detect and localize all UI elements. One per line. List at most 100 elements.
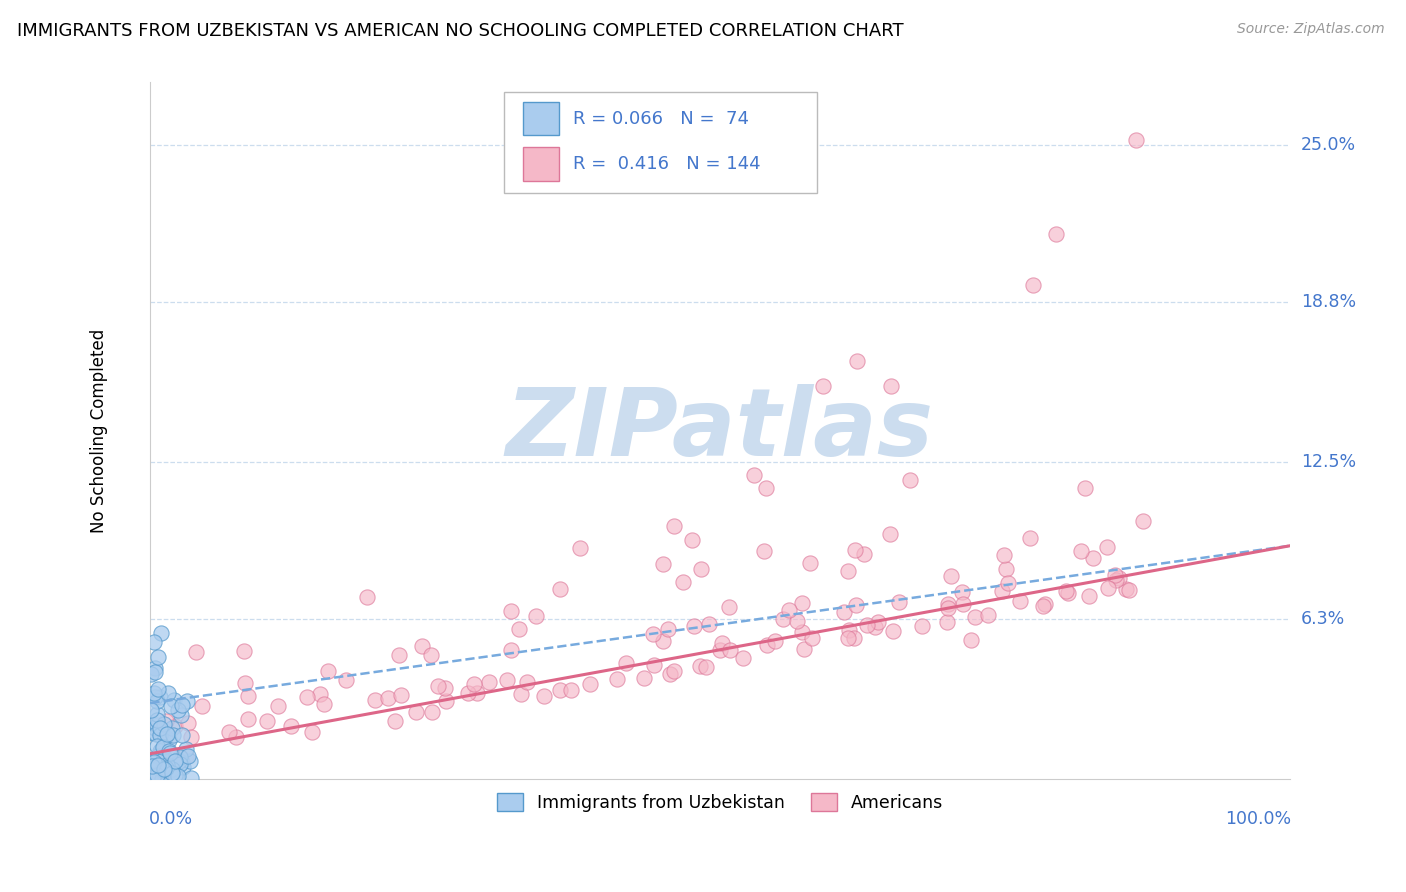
Point — [717, 599, 740, 614]
Point — [463, 677, 485, 691]
Point — [990, 583, 1012, 598]
Point — [672, 574, 695, 589]
Point — [939, 569, 962, 583]
Point — [755, 638, 778, 652]
Point — [145, 727, 167, 741]
Point — [377, 690, 399, 705]
Point — [176, 694, 198, 708]
Point — [177, 749, 200, 764]
Point — [426, 679, 449, 693]
Point — [236, 689, 259, 703]
Point — [1108, 571, 1130, 585]
Point — [150, 743, 173, 757]
Point — [169, 750, 191, 764]
Point — [256, 714, 278, 728]
Point — [742, 467, 765, 482]
Point — [959, 632, 981, 647]
Point — [963, 610, 986, 624]
Text: 12.5%: 12.5% — [1301, 453, 1355, 471]
Point — [143, 767, 166, 781]
Point — [643, 657, 665, 672]
Point — [176, 749, 198, 764]
Point — [664, 518, 686, 533]
Text: 18.8%: 18.8% — [1301, 293, 1355, 311]
Point — [1054, 584, 1077, 599]
Point — [280, 719, 302, 733]
Text: 25.0%: 25.0% — [1301, 136, 1355, 154]
Point — [233, 644, 256, 658]
Bar — [523, 147, 560, 180]
Point — [420, 706, 443, 720]
Point — [143, 721, 166, 735]
Point — [457, 686, 479, 700]
Point — [149, 728, 172, 742]
Point — [146, 757, 169, 772]
Point — [169, 757, 191, 772]
Point — [160, 721, 183, 735]
Point — [568, 541, 591, 556]
FancyBboxPatch shape — [503, 93, 817, 194]
Point — [157, 732, 180, 747]
Point — [172, 698, 194, 713]
Point — [496, 673, 519, 687]
Point — [842, 631, 865, 645]
Point — [709, 643, 731, 657]
Point — [218, 724, 240, 739]
Point — [149, 626, 172, 640]
Point — [159, 746, 181, 760]
Point — [143, 665, 166, 679]
Point — [838, 624, 860, 638]
Point — [880, 379, 903, 393]
Point — [1104, 568, 1126, 582]
Point — [633, 671, 655, 685]
Point — [141, 759, 163, 773]
Point — [142, 726, 165, 740]
Point — [1118, 582, 1140, 597]
Point — [180, 771, 202, 785]
Point — [139, 703, 162, 717]
Point — [681, 533, 703, 547]
Point — [882, 624, 904, 639]
Point — [156, 685, 179, 699]
Point — [731, 650, 754, 665]
Point — [844, 542, 866, 557]
Point — [936, 615, 959, 630]
Point — [155, 761, 177, 775]
Point — [977, 608, 1000, 623]
Point — [1095, 540, 1118, 554]
Point — [165, 768, 187, 782]
Point — [752, 543, 775, 558]
Point — [139, 666, 162, 681]
Point — [936, 600, 959, 615]
Point — [163, 693, 186, 707]
Point — [160, 699, 183, 714]
Point — [179, 754, 201, 768]
Point — [148, 649, 170, 664]
Text: No Schooling Completed: No Schooling Completed — [90, 328, 108, 533]
Point — [465, 686, 488, 700]
Point — [433, 681, 456, 695]
Point — [156, 726, 179, 740]
Point — [550, 682, 572, 697]
Point — [170, 728, 193, 742]
Point — [560, 683, 582, 698]
Point — [170, 708, 193, 723]
Point — [146, 739, 169, 754]
Point — [710, 636, 733, 650]
Point — [167, 703, 190, 717]
Point — [579, 677, 602, 691]
Point — [659, 666, 682, 681]
Point — [863, 620, 886, 634]
Point — [952, 597, 974, 611]
Point — [309, 687, 332, 701]
Point — [1070, 543, 1092, 558]
Point — [166, 769, 188, 783]
Point — [153, 716, 176, 731]
Text: 100.0%: 100.0% — [1225, 811, 1291, 829]
Point — [652, 557, 675, 571]
Point — [1019, 531, 1042, 545]
Point — [832, 605, 855, 619]
Point — [162, 728, 184, 742]
Point — [142, 770, 165, 784]
Point — [434, 694, 457, 708]
